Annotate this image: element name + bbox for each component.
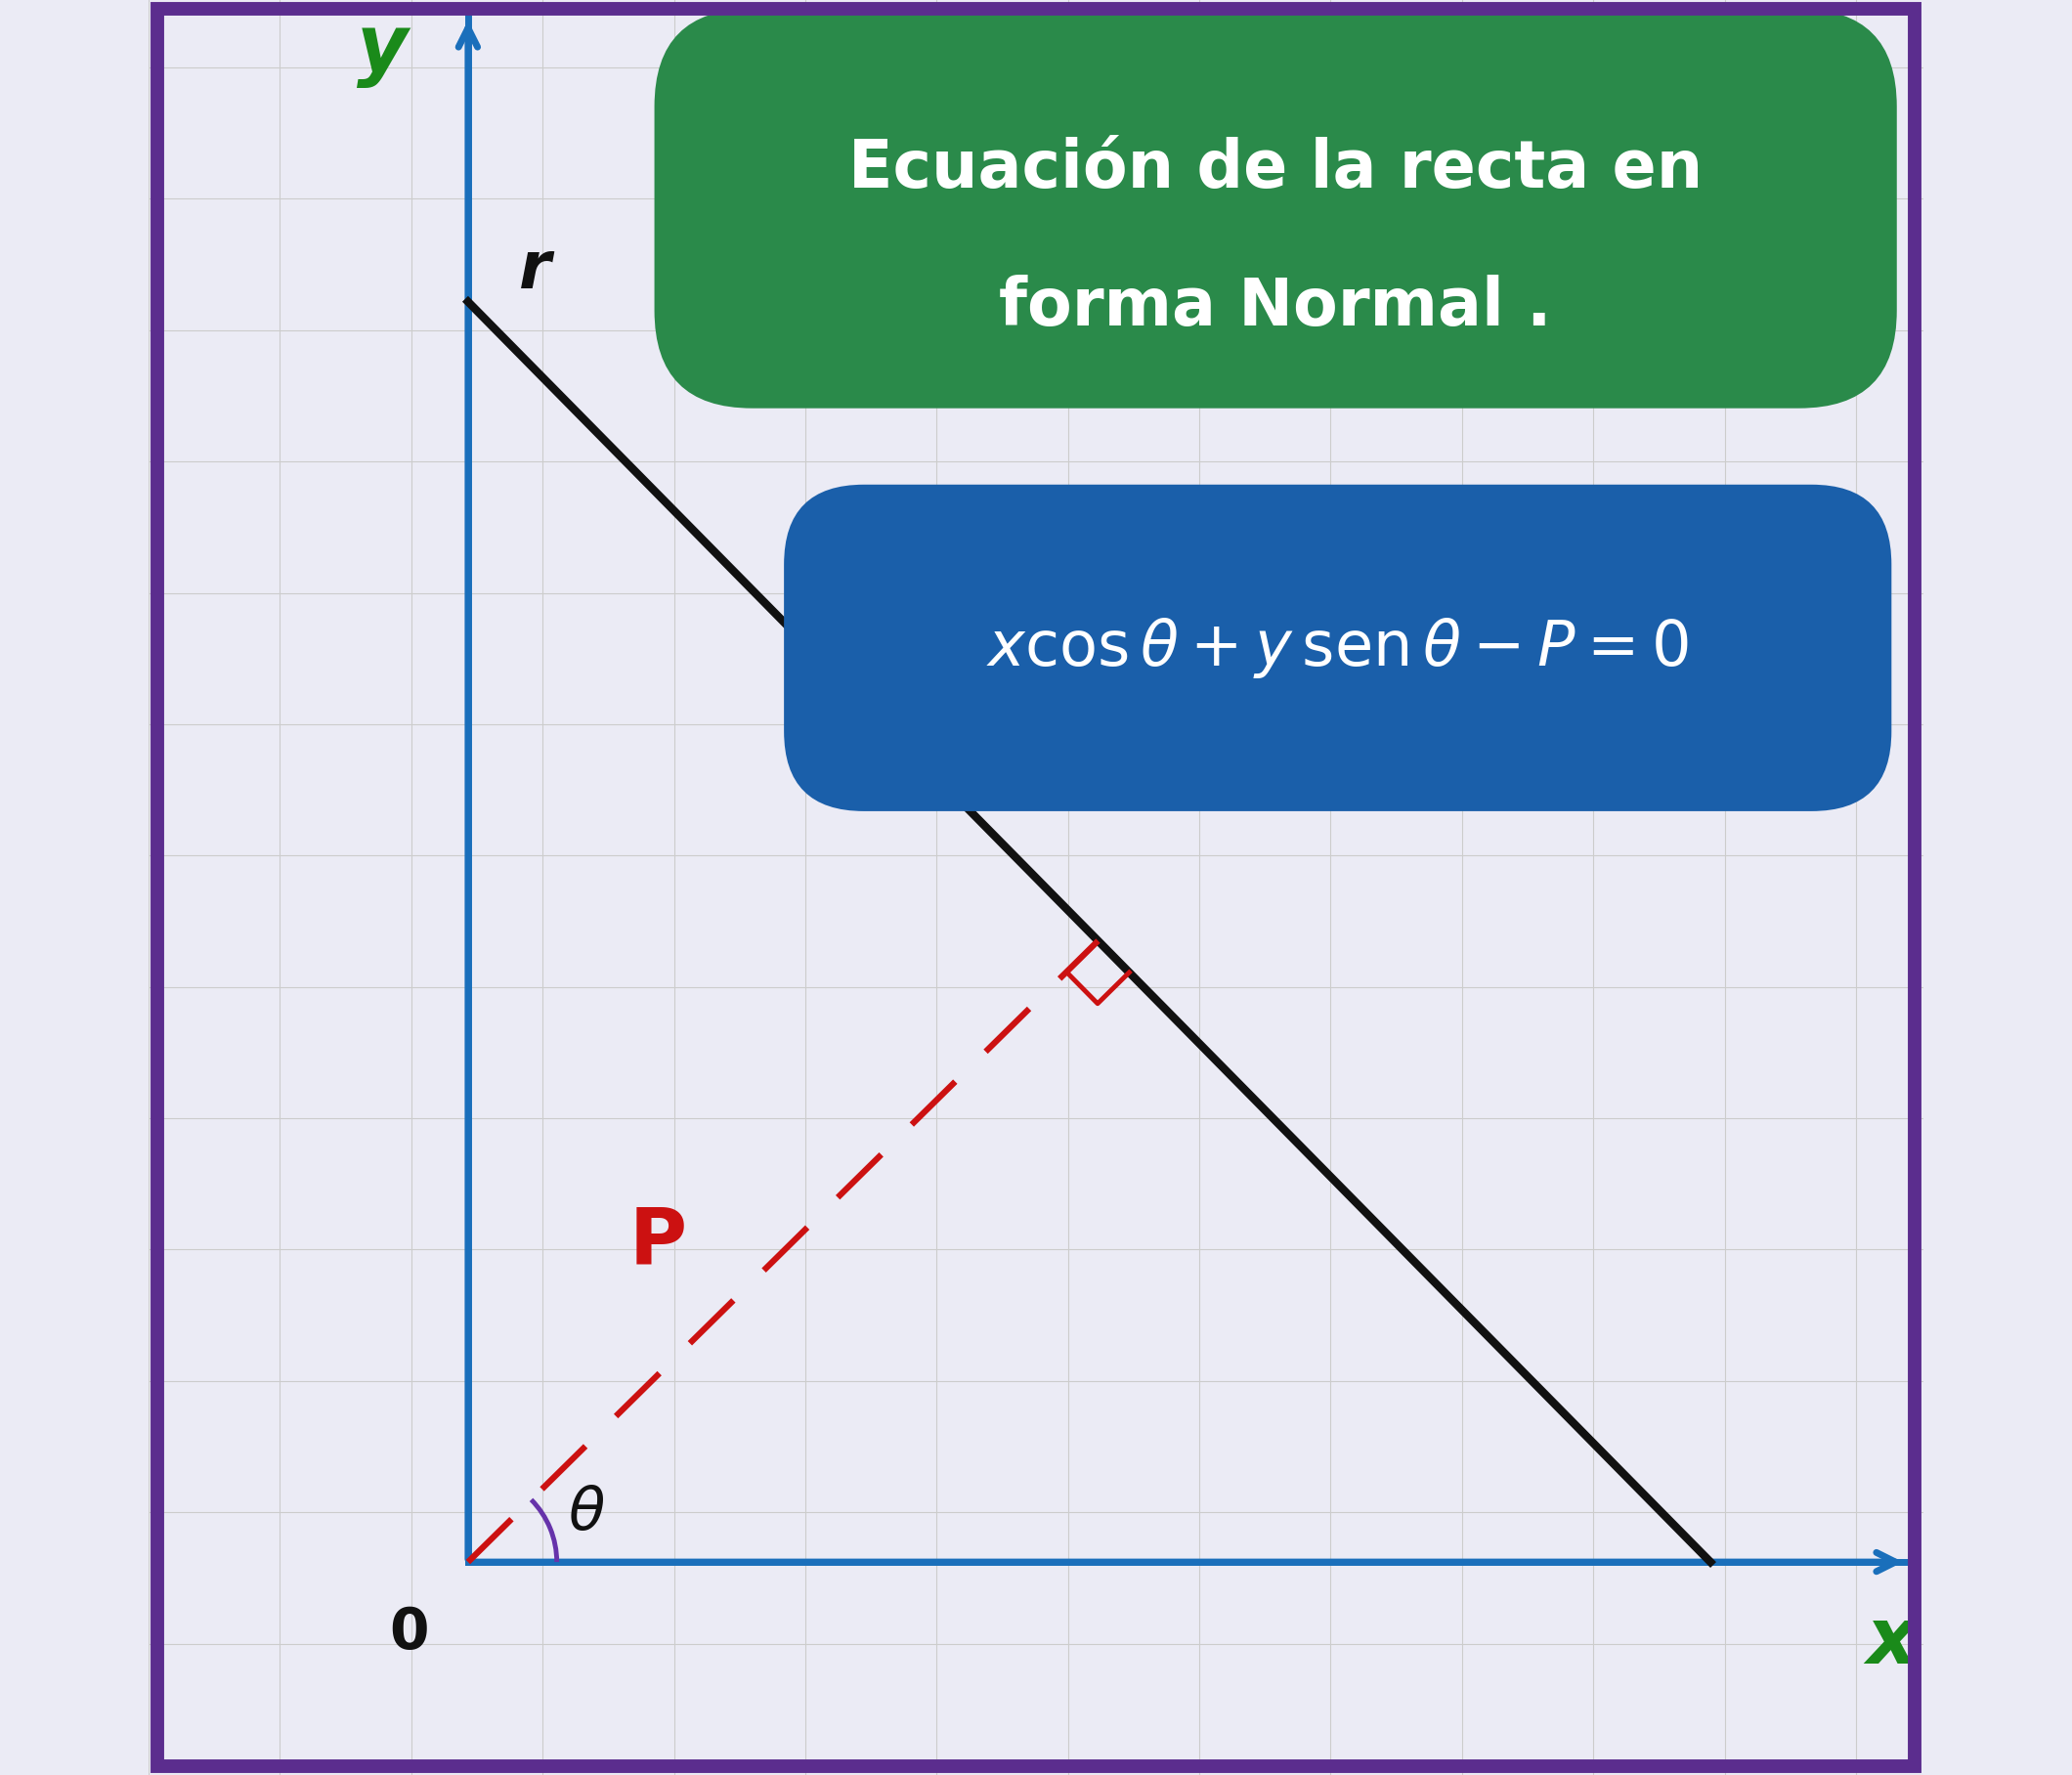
Text: P: P — [628, 1203, 686, 1280]
Text: $x\cos\theta + y\,\mathrm{sen}\,\theta - P = 0$: $x\cos\theta + y\,\mathrm{sen}\,\theta -… — [986, 616, 1689, 680]
Text: y: y — [356, 12, 408, 87]
Text: Ecuación de la recta en: Ecuación de la recta en — [847, 137, 1703, 201]
FancyBboxPatch shape — [655, 9, 1896, 408]
Text: x: x — [1867, 1605, 1917, 1679]
Text: $\theta$: $\theta$ — [568, 1484, 605, 1542]
Text: forma Normal .: forma Normal . — [999, 275, 1552, 339]
FancyBboxPatch shape — [783, 485, 1892, 811]
Text: r: r — [520, 238, 551, 302]
Text: 0: 0 — [390, 1605, 429, 1661]
